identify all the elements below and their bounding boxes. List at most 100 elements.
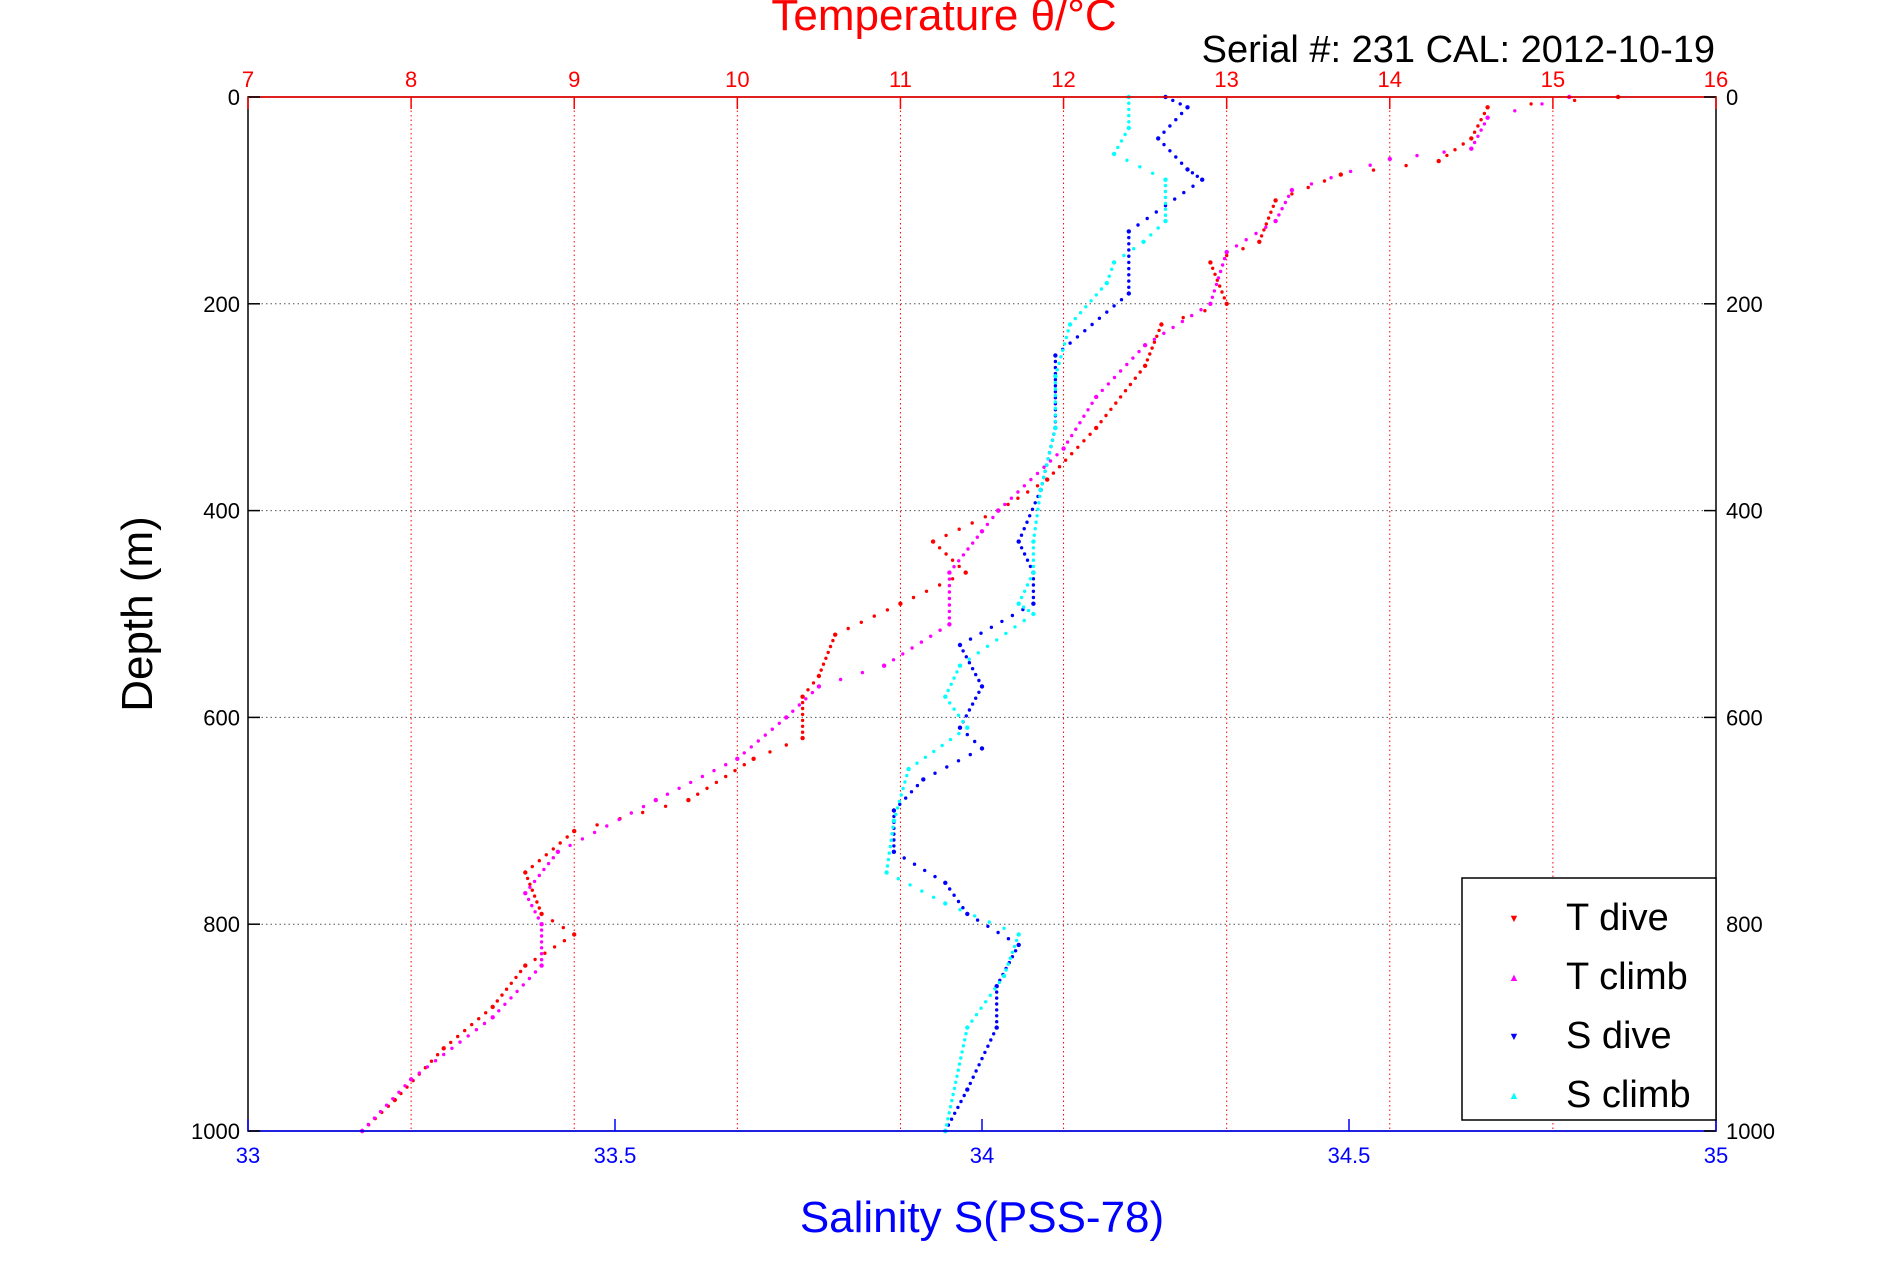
data-point xyxy=(1472,140,1477,145)
data-point xyxy=(947,577,952,581)
data-point xyxy=(970,702,975,706)
data-point xyxy=(947,609,952,614)
data-point xyxy=(1016,932,1021,937)
data-point xyxy=(1150,346,1154,350)
data-point xyxy=(962,1093,966,1098)
data-point xyxy=(1028,577,1033,581)
data-point xyxy=(742,751,746,755)
data-point xyxy=(1322,179,1327,183)
data-point xyxy=(555,849,561,854)
data-point xyxy=(552,945,557,949)
data-point xyxy=(816,684,822,689)
data-point xyxy=(923,755,928,759)
data-point xyxy=(811,681,816,685)
data-point xyxy=(929,634,933,638)
data-point xyxy=(974,1013,979,1017)
data-point xyxy=(1142,363,1148,368)
data-point xyxy=(898,601,903,606)
data-point xyxy=(466,1034,470,1038)
data-point xyxy=(696,792,700,796)
y-tick-label-left: 1000 xyxy=(191,1119,240,1144)
x-bottom-tick-label: 33 xyxy=(236,1143,260,1168)
data-point xyxy=(961,649,965,653)
data-point xyxy=(947,596,952,601)
data-point xyxy=(1016,490,1020,494)
data-point xyxy=(948,887,952,891)
data-point xyxy=(885,608,890,612)
data-point xyxy=(1127,107,1131,112)
data-point xyxy=(979,1006,983,1010)
data-point xyxy=(1094,293,1099,297)
data-point xyxy=(959,1056,963,1060)
data-point xyxy=(1025,583,1030,587)
data-point xyxy=(886,857,891,862)
data-point xyxy=(1162,142,1166,147)
data-point xyxy=(846,626,850,631)
data-point xyxy=(530,903,534,908)
x-bottom-tick-label: 33.5 xyxy=(594,1143,637,1168)
data-point xyxy=(1442,150,1446,154)
data-point xyxy=(1053,419,1058,424)
data-point xyxy=(1067,322,1073,327)
data-point xyxy=(948,1105,953,1109)
data-point xyxy=(1053,406,1058,411)
data-point xyxy=(887,851,891,855)
data-point xyxy=(1171,325,1175,330)
data-point xyxy=(663,804,668,808)
data-point xyxy=(1090,322,1094,327)
data-point xyxy=(944,1123,949,1127)
data-point xyxy=(537,906,541,910)
data-point xyxy=(979,529,985,534)
data-point xyxy=(539,928,544,932)
data-point xyxy=(1044,463,1049,467)
data-point xyxy=(1195,174,1200,178)
data-point xyxy=(1016,601,1021,606)
data-point xyxy=(1025,520,1029,524)
data-point xyxy=(1211,266,1215,270)
data-point xyxy=(908,883,912,887)
data-point xyxy=(959,1099,963,1104)
data-point xyxy=(1048,459,1053,463)
data-point xyxy=(976,651,980,655)
data-point xyxy=(1174,118,1178,122)
data-point xyxy=(543,951,547,955)
data-point xyxy=(1109,407,1113,411)
data-point xyxy=(1106,382,1111,386)
data-point xyxy=(551,856,555,860)
data-point xyxy=(948,737,953,742)
data-point xyxy=(525,876,530,881)
data-point xyxy=(1032,533,1037,537)
data-point xyxy=(1057,361,1061,365)
data-point xyxy=(810,690,815,695)
data-point xyxy=(903,780,907,784)
data-point xyxy=(1040,482,1044,486)
data-point xyxy=(1022,618,1026,623)
data-point xyxy=(1112,375,1117,380)
data-point xyxy=(816,673,822,679)
data-point xyxy=(1220,290,1224,294)
data-point xyxy=(1126,291,1132,296)
data-point xyxy=(1074,427,1078,431)
data-point xyxy=(1033,501,1037,505)
data-point xyxy=(1002,926,1006,930)
data-point xyxy=(539,922,544,927)
data-point xyxy=(889,838,893,842)
data-point xyxy=(1277,213,1281,217)
y-tick-label-left: 800 xyxy=(203,912,240,937)
x-top-tick-label: 14 xyxy=(1378,67,1402,92)
data-point xyxy=(1035,484,1040,488)
data-point xyxy=(952,676,956,680)
x-top-tick-label: 9 xyxy=(568,67,580,92)
data-point xyxy=(1259,234,1264,238)
data-point xyxy=(1482,111,1487,116)
data-point xyxy=(542,867,546,872)
plot-series xyxy=(360,94,1621,1134)
y-tick-label-left: 0 xyxy=(228,85,240,110)
data-point xyxy=(1125,362,1129,367)
data-point xyxy=(964,1032,968,1036)
data-point xyxy=(515,989,519,994)
data-point xyxy=(987,920,991,924)
data-point xyxy=(528,882,532,886)
data-point xyxy=(1156,226,1160,230)
data-point xyxy=(1078,421,1082,425)
